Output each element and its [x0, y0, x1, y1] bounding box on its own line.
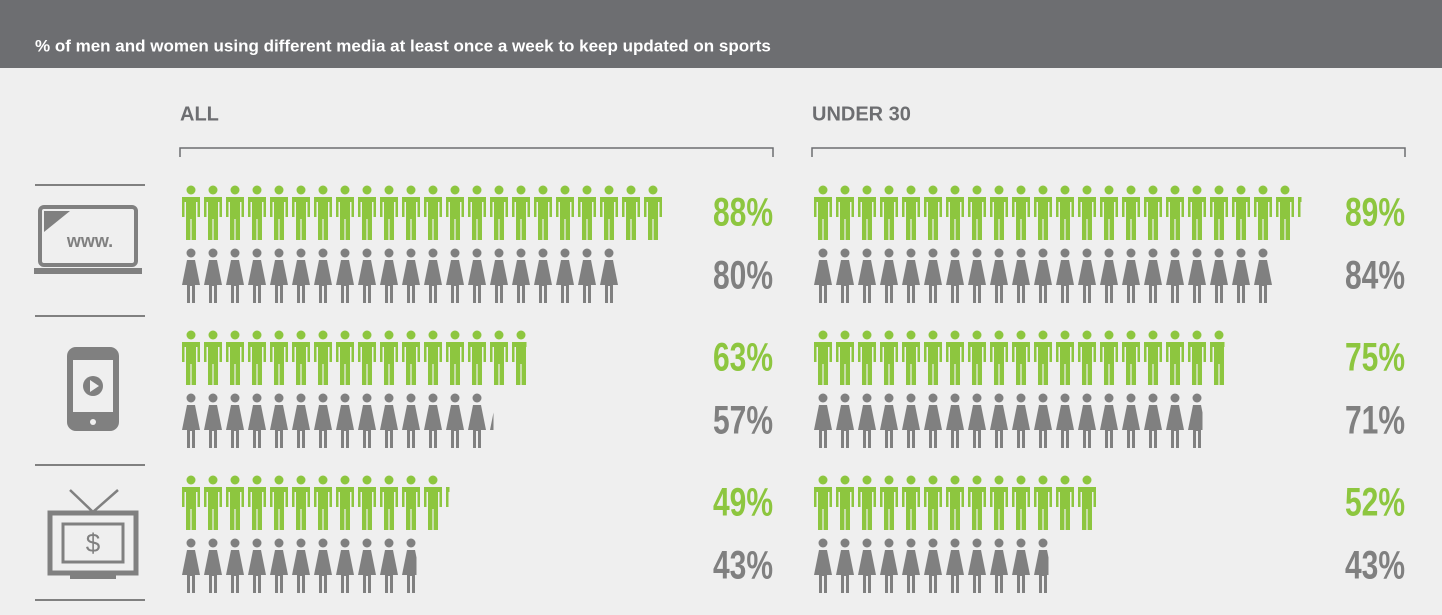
laptop-icon: www. [34, 205, 142, 274]
figure-row [180, 393, 494, 449]
panel-bracket [179, 147, 774, 157]
tv-screen [61, 522, 125, 564]
value-label: 71% [1345, 398, 1405, 442]
figure-row [180, 538, 417, 594]
figure-row [812, 248, 1274, 304]
figure-row [180, 185, 664, 241]
figure-row [812, 330, 1225, 386]
figure-row [180, 248, 620, 304]
value-label: 43% [1345, 543, 1405, 587]
value-label: 49% [713, 480, 773, 524]
laptop-base [34, 268, 142, 274]
header-bar [0, 0, 1442, 68]
value-label: 63% [713, 335, 773, 379]
phone-icon [67, 347, 119, 431]
value-label: 80% [713, 253, 773, 297]
panel-title: ALL [180, 103, 219, 125]
value-label: 52% [1345, 480, 1405, 524]
tv-stand [70, 575, 116, 579]
tv-frame [47, 510, 139, 576]
separators [35, 184, 145, 601]
value-label: 75% [1345, 335, 1405, 379]
laptop-screen [38, 205, 138, 267]
figure-row [812, 538, 1049, 594]
figure-row [812, 185, 1302, 241]
value-label: 84% [1345, 253, 1405, 297]
figure-row [180, 475, 450, 531]
tv-text: $ [86, 528, 101, 558]
figure-row [812, 393, 1203, 449]
value-label: 88% [713, 190, 773, 234]
tv-icon: $ [47, 489, 139, 579]
value-label: 57% [713, 398, 773, 442]
header-title: % of men and women using different media… [35, 36, 771, 55]
laptop-corner [44, 211, 70, 232]
value-label: 89% [1345, 190, 1405, 234]
panel-bracket [811, 147, 1406, 157]
laptop-text: www. [66, 231, 113, 251]
value-label: 43% [713, 543, 773, 587]
panel-title: UNDER 30 [812, 103, 911, 125]
figure-row [812, 475, 1098, 531]
figure-row [180, 330, 527, 386]
play-triangle [90, 380, 99, 392]
phone-button [90, 419, 96, 425]
